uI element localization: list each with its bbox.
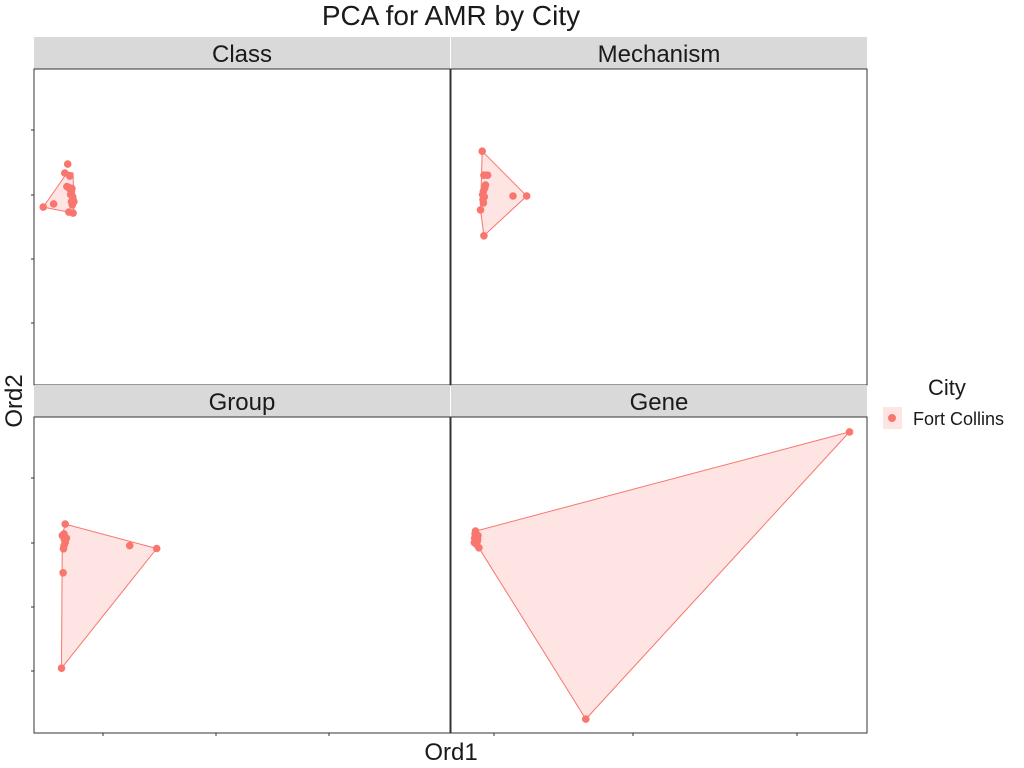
data-point <box>475 544 483 552</box>
data-point <box>845 428 854 436</box>
facet-label: Mechanism <box>598 41 721 68</box>
data-point <box>49 200 58 208</box>
panel-mechanism: Mechanism <box>450 37 868 386</box>
data-point <box>59 569 67 577</box>
panel-background <box>450 416 868 734</box>
facet-strip <box>451 37 867 69</box>
data-point <box>509 192 517 200</box>
panel-class: Class <box>31 37 451 386</box>
data-point <box>125 541 134 550</box>
facet-strip <box>34 385 450 417</box>
chart-title: PCA for AMR by City <box>322 0 580 31</box>
facet-panels: Class Mechanism Group Gene <box>31 37 868 736</box>
y-axis-label: Ord2 <box>1 374 28 427</box>
data-point <box>152 544 161 553</box>
data-point <box>63 160 72 168</box>
data-point <box>66 172 74 180</box>
data-point <box>483 171 492 179</box>
data-point <box>476 206 485 214</box>
x-axis-label: Ord1 <box>424 739 477 766</box>
facet-label: Group <box>209 389 276 416</box>
data-point <box>522 192 531 200</box>
panel-background <box>33 68 451 386</box>
data-point <box>39 203 47 211</box>
facet-strip <box>34 37 450 69</box>
data-point <box>479 199 488 207</box>
data-point <box>582 715 590 723</box>
data-point <box>59 545 68 553</box>
data-point <box>61 520 69 528</box>
data-point <box>57 664 66 672</box>
facet-label: Class <box>212 41 272 68</box>
data-point <box>69 209 77 217</box>
panel-background <box>450 68 868 386</box>
legend: City Fort Collins <box>883 375 1004 429</box>
panel-group: Group <box>31 385 451 736</box>
data-point <box>478 147 487 155</box>
facet-strip <box>451 385 867 417</box>
legend-title: City <box>928 375 966 400</box>
facet-label: Gene <box>630 389 689 416</box>
panel-gene: Gene <box>450 385 868 736</box>
data-point <box>68 201 77 209</box>
legend-marker <box>888 414 896 422</box>
panel-background <box>33 416 451 734</box>
legend-entry-label: Fort Collins <box>913 409 1004 429</box>
data-point <box>480 232 488 240</box>
